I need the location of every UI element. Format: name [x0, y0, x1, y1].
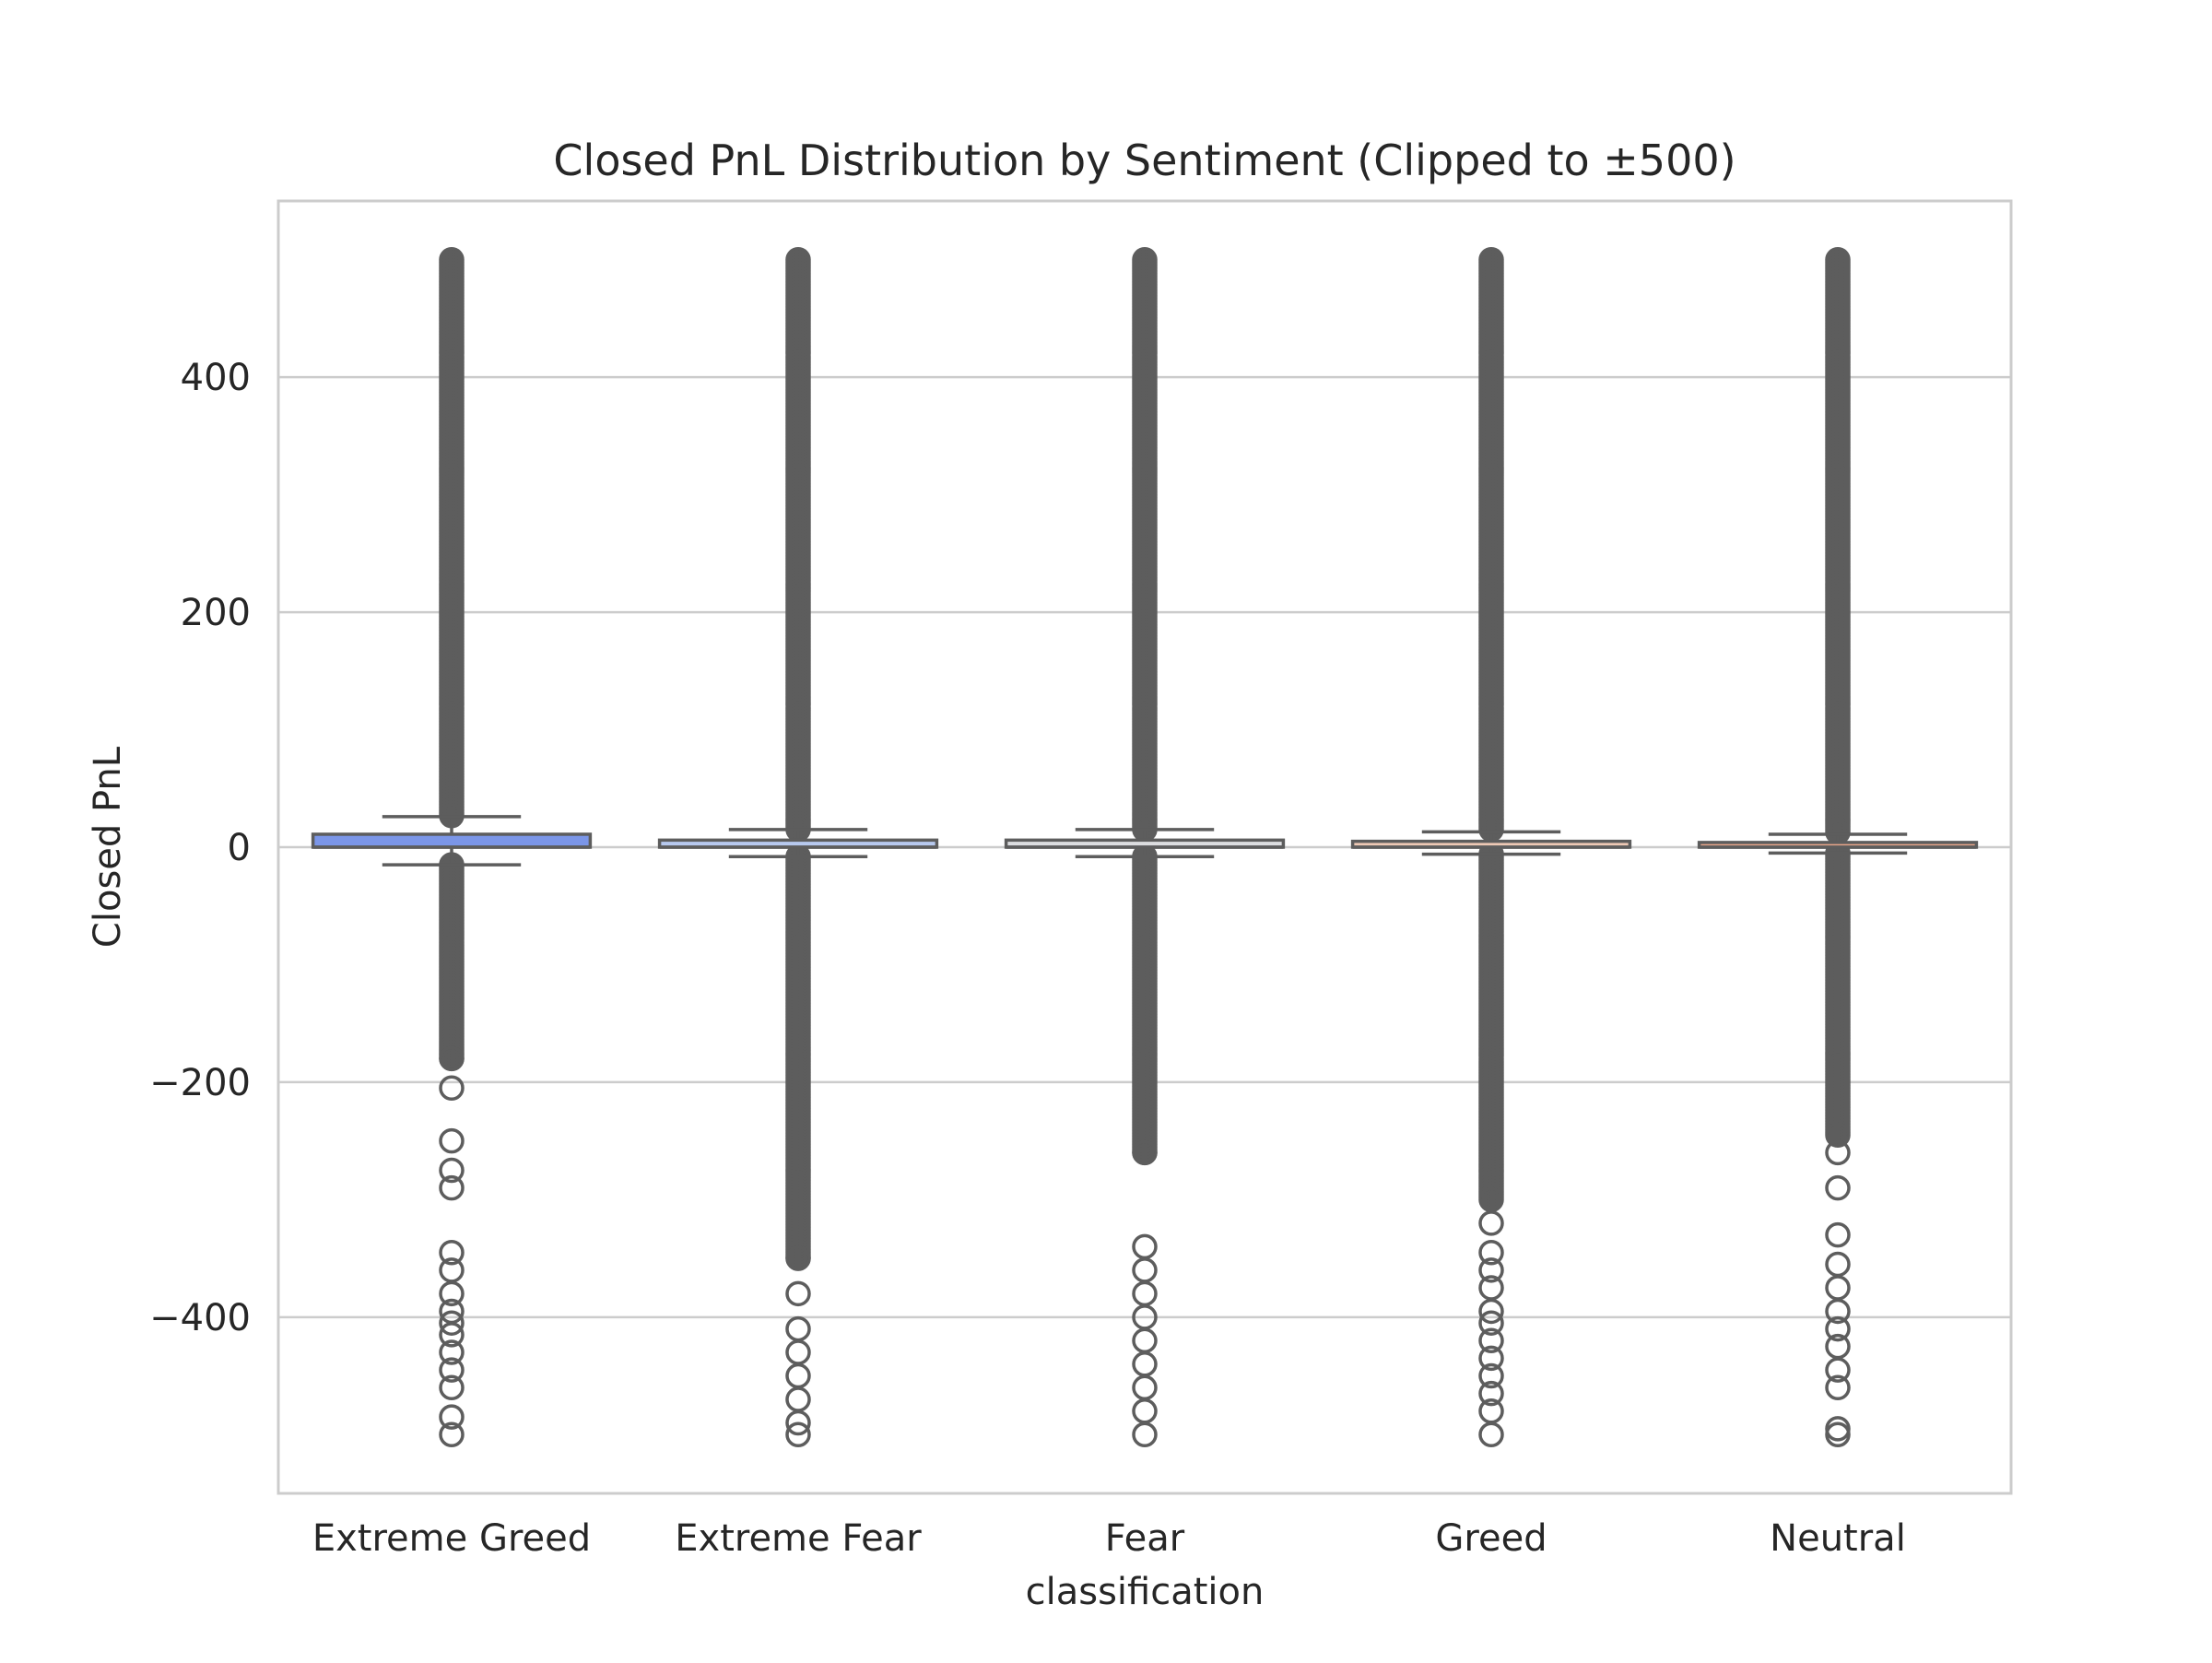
outlier-point — [785, 1245, 811, 1271]
outlier-point — [439, 1310, 465, 1336]
outlier-point — [1825, 1315, 1851, 1342]
outlier-point — [785, 1386, 811, 1412]
outlier-point — [1825, 1221, 1851, 1248]
outlier-point — [1825, 1251, 1851, 1278]
box-group — [1004, 246, 1286, 1448]
outlier-point — [439, 1157, 465, 1184]
plot-frame — [276, 199, 2013, 1495]
outlier-point — [439, 1421, 465, 1448]
outlier-point — [439, 1280, 465, 1307]
outlier-point — [1132, 1280, 1158, 1307]
y-tick-label: −400 — [149, 1297, 251, 1339]
box-group — [311, 246, 593, 1448]
outlier-point — [1478, 1345, 1504, 1372]
outlier-point — [1825, 1122, 1851, 1149]
x-tick-label: Extreme Greed — [312, 1517, 591, 1560]
outlier-point — [1478, 1362, 1504, 1389]
x-tick-label: Greed — [1435, 1517, 1547, 1560]
outlier-point — [439, 1075, 465, 1102]
outlier-point — [785, 1339, 811, 1365]
outlier-point — [439, 1127, 465, 1154]
outlier-point — [1825, 1139, 1851, 1166]
outlier-point — [785, 1280, 811, 1307]
outlier-point — [1132, 1421, 1158, 1448]
y-axis-label: Closed PnL — [87, 746, 129, 948]
outlier-point — [1825, 1174, 1851, 1201]
y-tick-label: −200 — [149, 1062, 251, 1104]
outlier-point — [439, 1322, 465, 1348]
x-tick-label: Neutral — [1770, 1517, 1906, 1560]
outlier-point — [439, 1357, 465, 1383]
outlier-point — [1478, 1298, 1504, 1325]
outlier-point — [785, 1362, 811, 1389]
outlier-point — [785, 1315, 811, 1342]
outlier-point — [1478, 1257, 1504, 1283]
chart-title: Closed PnL Distribution by Sentiment (Cl… — [553, 136, 1735, 185]
box-group — [1697, 246, 1979, 1448]
outlier-point — [1478, 1380, 1504, 1407]
outlier-point — [439, 1045, 465, 1072]
outlier-point — [785, 1421, 811, 1448]
x-ticks: Extreme Greed Extreme Fear Fear Greed Neutra… — [312, 1517, 1906, 1560]
outlier-point — [1825, 1374, 1851, 1401]
y-tick-label: 200 — [181, 592, 251, 634]
outlier-point — [1478, 1239, 1504, 1266]
outlier-point — [1132, 1327, 1158, 1354]
outlier-point — [1132, 1351, 1158, 1377]
outlier-point — [785, 1409, 811, 1436]
outlier-point — [1132, 1257, 1158, 1283]
outlier-point — [1132, 1374, 1158, 1401]
outlier-point — [1825, 1298, 1851, 1325]
outlier-point — [1132, 1398, 1158, 1424]
box-iqr — [311, 832, 593, 849]
y-ticks: 400 200 0 −200 −400 — [149, 357, 251, 1339]
box-group — [657, 246, 939, 1448]
outlier-point — [1825, 1357, 1851, 1383]
outlier-point — [439, 1239, 465, 1266]
x-tick-label: Extreme Fear — [675, 1517, 922, 1560]
outlier-point — [439, 1374, 465, 1401]
outlier-point — [1132, 1139, 1158, 1166]
box-group — [1350, 246, 1632, 1448]
x-tick-label: Fear — [1105, 1517, 1185, 1560]
y-tick-label: 400 — [181, 357, 251, 399]
outlier-point — [1825, 1275, 1851, 1301]
outlier-point — [1132, 1233, 1158, 1260]
outlier-point — [1825, 1421, 1851, 1448]
outlier-point — [1478, 1327, 1504, 1354]
outlier-point — [1478, 1210, 1504, 1236]
boxes-layer — [311, 246, 1979, 1448]
x-axis-label: classification — [1026, 1571, 1265, 1613]
outlier-point — [1478, 1421, 1504, 1448]
outlier-point — [1478, 1310, 1504, 1336]
outlier-point — [439, 1174, 465, 1201]
outlier-point — [439, 1404, 465, 1430]
outlier-point — [439, 1339, 465, 1365]
y-tick-label: 0 — [228, 827, 251, 869]
